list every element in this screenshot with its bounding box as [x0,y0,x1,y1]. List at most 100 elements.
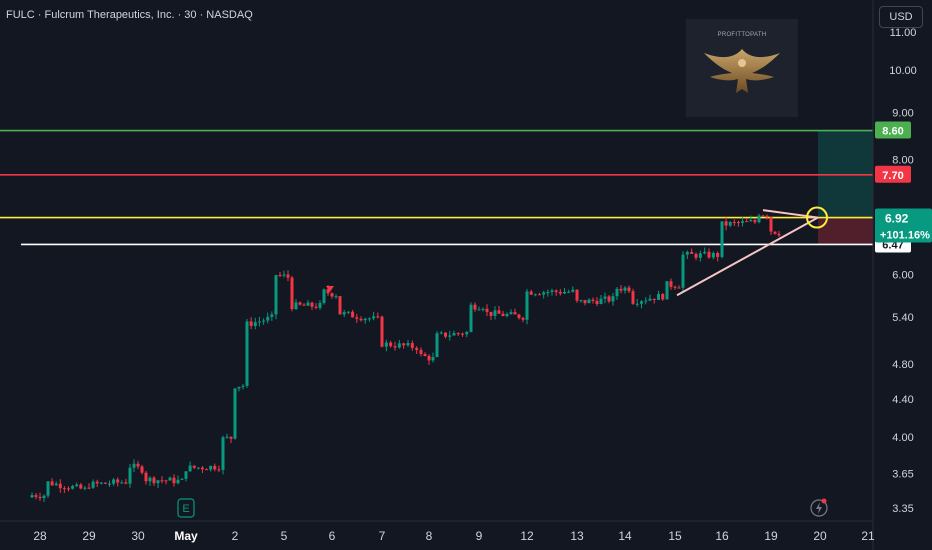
candle-body [461,333,464,335]
candle-body [87,487,91,489]
x-tick-label: 21 [861,529,875,543]
y-tick-label: 4.00 [892,432,913,444]
chart-markers: E [177,286,828,518]
candle-body [50,481,54,486]
candle-body [120,482,124,484]
notification-dot [821,498,827,504]
last-price-label: 6.92 [885,212,909,226]
candle-body [205,469,209,471]
candle-body [410,343,414,348]
candle-body [485,308,489,312]
candle-body [79,484,83,489]
x-tick-label: 30 [131,529,145,543]
position-zones [818,130,873,245]
candle-body [322,289,326,303]
candle-body [513,312,517,315]
candle-body [83,487,87,489]
candle-body [136,463,140,467]
candle-body [477,309,481,311]
price-axis[interactable] [873,0,932,550]
candle-body [567,291,571,293]
candle-body [116,479,120,483]
candle-body [326,289,330,294]
x-tick-label: 28 [33,529,47,543]
currency-button[interactable]: USD [879,6,923,28]
candle-body [745,221,749,223]
candle-body [619,288,623,291]
candle-body [30,495,34,498]
stop-badge-label: 7.70 [882,170,903,182]
candle-body [661,293,665,300]
candle-body [648,298,652,301]
candle-body [469,304,473,332]
candle-body [54,483,58,486]
x-tick-label: 2 [232,529,239,543]
candle-body [351,311,355,318]
candle-body [302,304,306,306]
candle-body [389,342,393,347]
candle-body [249,321,253,327]
candle-body [253,322,257,327]
y-tick-label: 4.40 [892,394,913,406]
candle-body [103,482,107,484]
candle-body [761,215,765,217]
candle-body [314,306,318,308]
candlesticks [30,213,781,502]
y-tick-label: 3.65 [892,469,913,481]
candle-body [213,465,217,470]
candle-body [575,289,579,301]
candle-body [34,495,38,497]
y-tick-label: 5.40 [892,312,913,324]
candle-body [554,290,558,292]
candle-body [615,288,619,297]
candle-body [711,253,715,258]
candle-body [176,479,180,484]
x-tick-label: 14 [618,529,632,543]
candle-body [270,314,274,317]
candle-body [95,481,99,484]
candle-body [112,479,116,484]
candle-body [741,221,745,223]
candle-body [298,302,302,305]
candle-body [542,292,546,295]
candle-body [241,385,245,387]
candle-body [505,314,509,317]
watermark-logo: PROFITTOPATH [686,19,798,117]
candle-body [444,332,447,337]
candle-body [164,480,168,482]
candle-body [473,304,477,310]
candle-body [188,465,192,472]
x-tick-label: 16 [715,529,729,543]
candle-body [439,332,443,334]
candle-body [627,287,631,292]
candle-body [677,287,681,289]
change-percent-label: +101.16% [880,230,930,242]
candle-body [716,253,720,257]
candle-body [262,320,266,322]
y-tick-label: 10.00 [889,65,917,77]
candle-body [724,221,728,226]
x-tick-label: 6 [329,529,336,543]
candle-body [521,317,525,320]
candle-body [184,471,188,479]
x-tick-label: 13 [570,529,584,543]
candle-body [200,467,204,470]
candle-body [728,222,732,226]
candle-body [423,354,427,356]
candle-body [652,298,656,300]
candle-body [427,355,431,361]
candle-body [431,357,435,361]
candle-body [367,318,371,320]
candle-body [640,301,643,304]
candle-body [376,316,380,318]
x-tick-label: 7 [379,529,386,543]
candle-body [591,299,595,301]
candle-body [501,313,505,317]
candle-body [217,469,221,471]
candle-body [736,222,740,224]
candle-body [67,488,70,490]
candle-body [38,496,42,499]
candle-body [225,436,229,438]
chart-title: FULC · Fulcrum Therapeutics, Inc. · 30 ·… [6,9,253,21]
candle-body [599,298,603,305]
